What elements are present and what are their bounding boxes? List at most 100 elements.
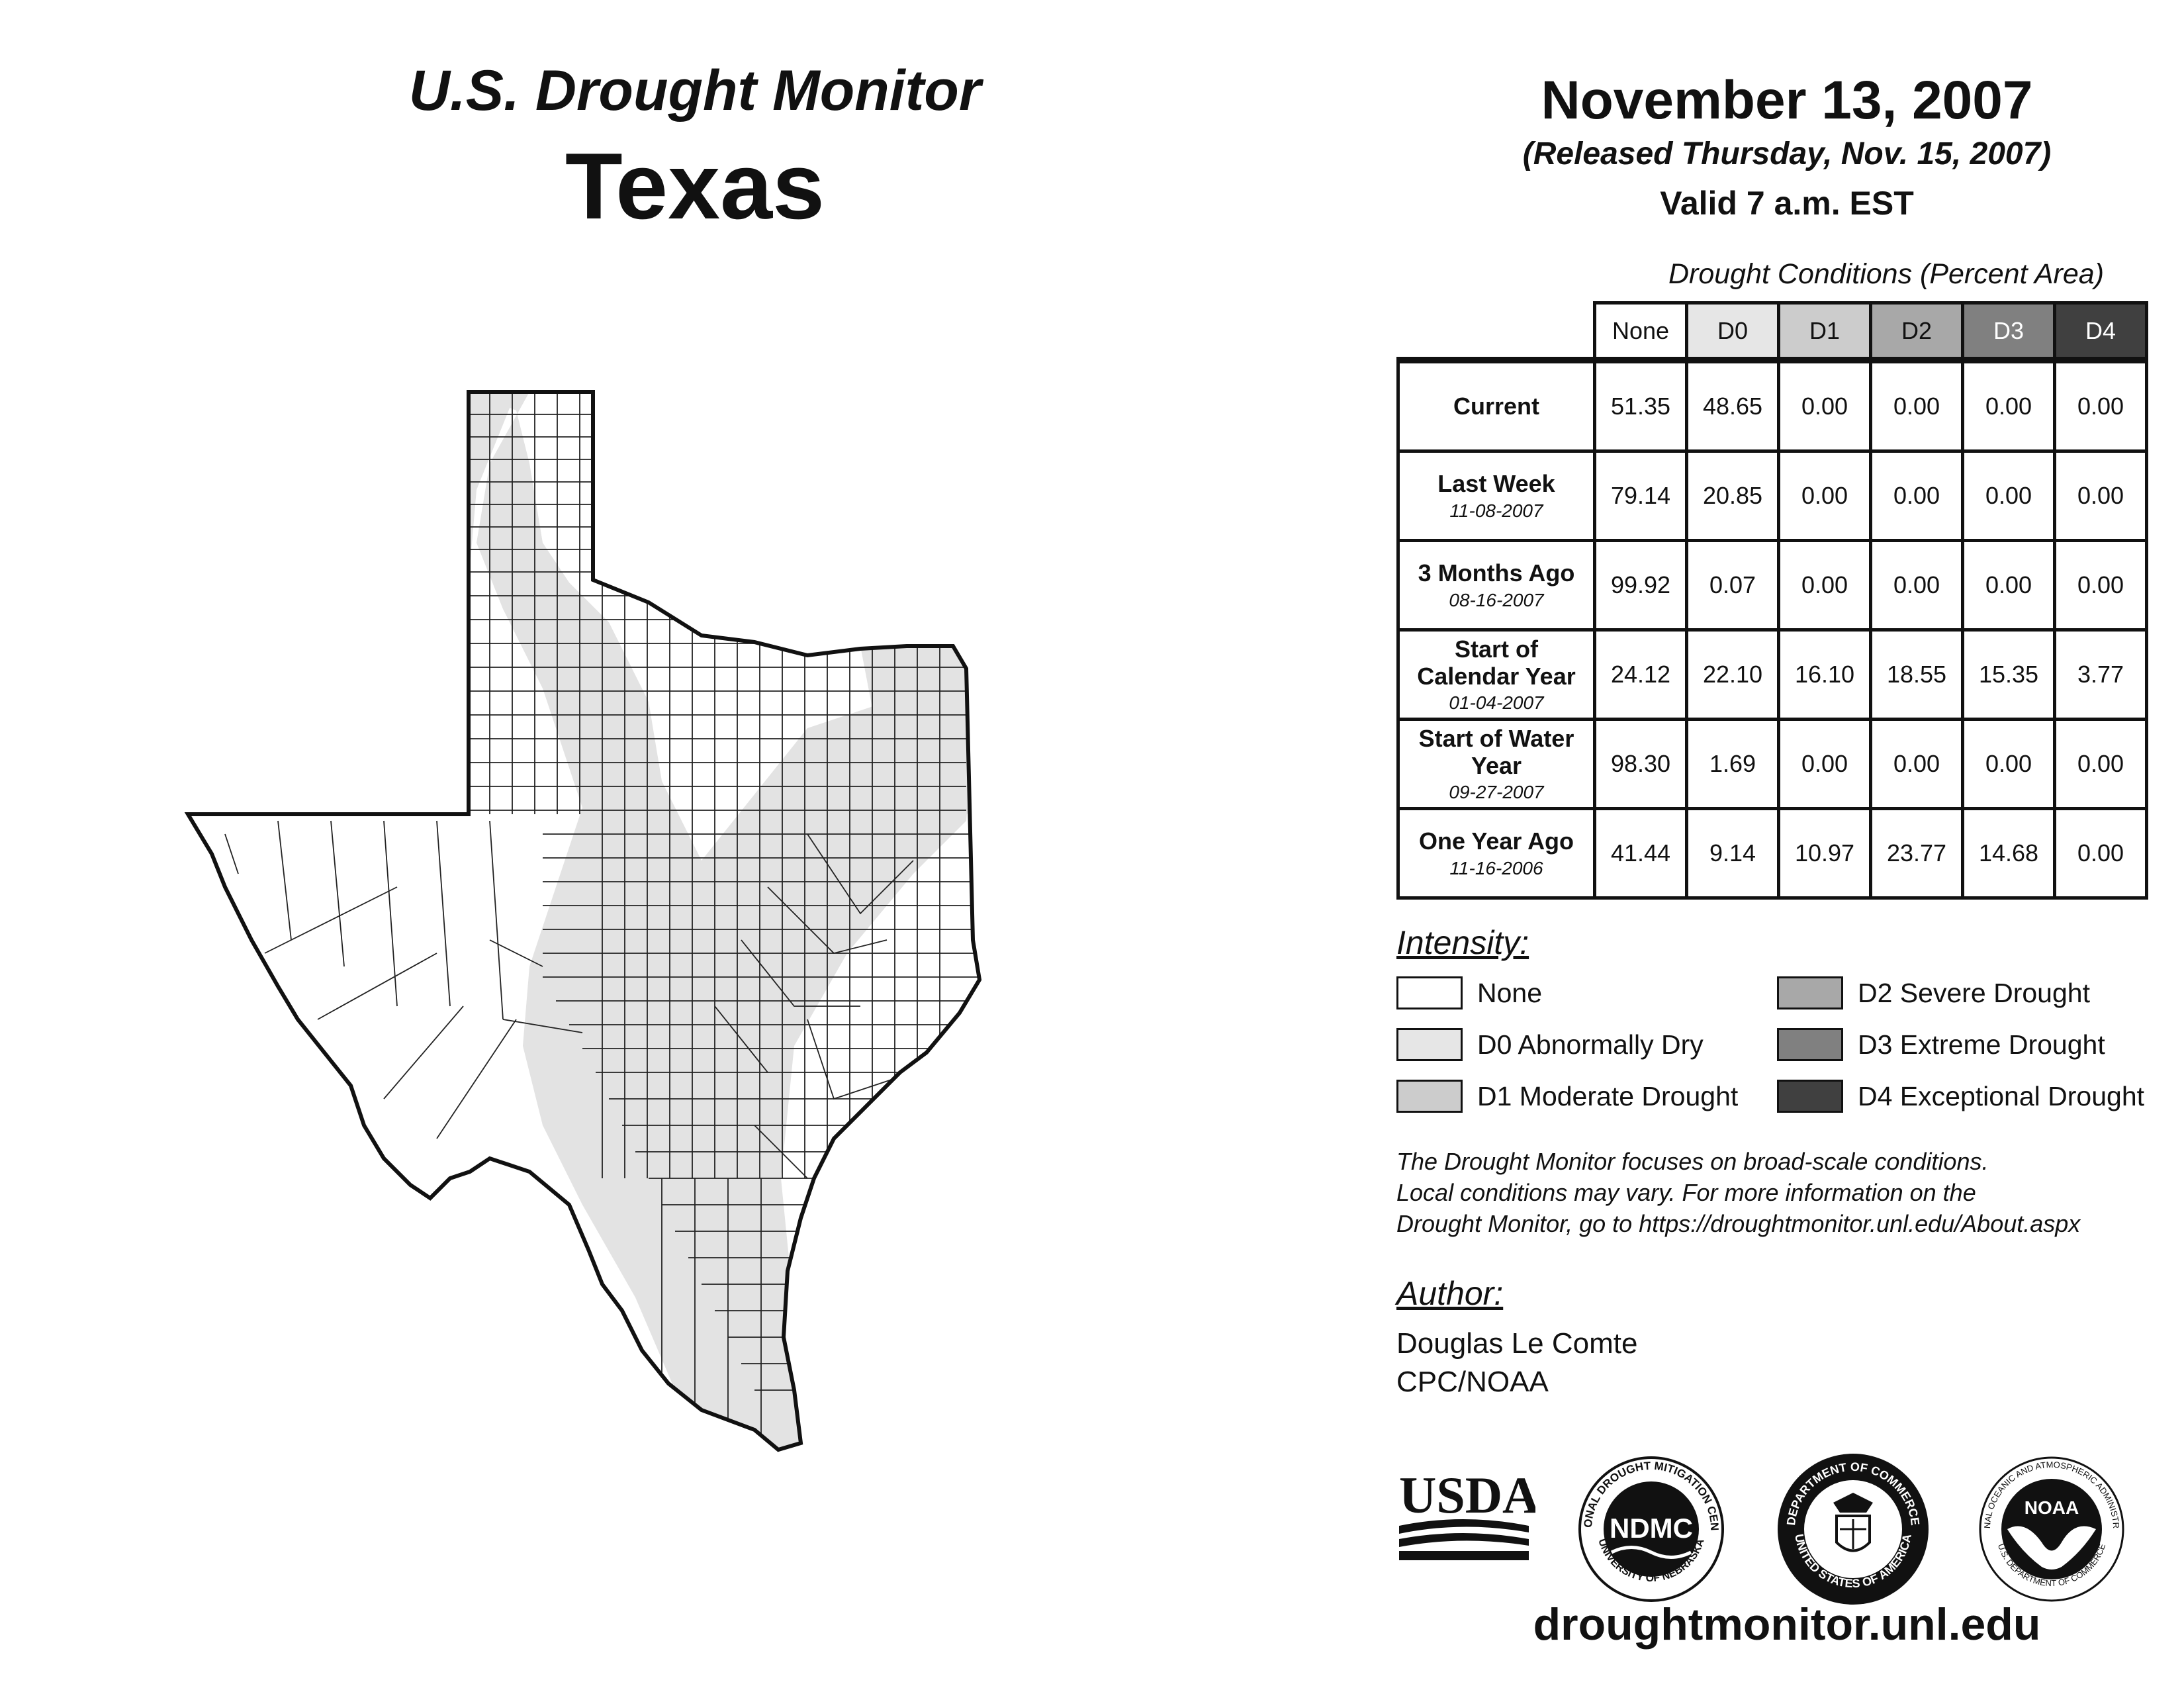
legend-label: None — [1477, 977, 1543, 1008]
table-cell: 0.00 — [1869, 449, 1964, 542]
table-row: Last Week 11-08-2007 79.14 20.85 0.00 0.0… — [1396, 449, 2148, 542]
legend-label: D0 Abnormally Dry — [1477, 1029, 1704, 1060]
col-header-d2: D2 — [1869, 301, 1964, 362]
map-date: November 13, 2007 — [1541, 70, 2033, 130]
row-date: 11-16-2006 — [1449, 857, 1543, 878]
table-cell: 0.00 — [1961, 357, 2056, 453]
usda-text: USDA — [1399, 1466, 1535, 1524]
legend-item: D2 Severe Drought — [1777, 976, 2090, 1009]
row-date: 11-08-2007 — [1449, 500, 1543, 521]
map-title: U.S. Drought Monitor — [408, 59, 981, 122]
noaa-text: NOAA — [2025, 1497, 2079, 1518]
legend-item: D4 Exceptional Drought — [1777, 1080, 2144, 1113]
table-cell: 0.00 — [1869, 718, 1964, 810]
legend-label: D2 Severe Drought — [1858, 977, 2090, 1008]
table-cell: 23.77 — [1869, 807, 1964, 900]
col-header-d1: D1 — [1777, 301, 1872, 362]
d0-areas — [469, 392, 979, 1450]
texas-drought-map — [184, 390, 982, 1452]
table-cell: 9.14 — [1685, 807, 1780, 900]
row-label: Start of Calendar Year 01-04-2007 — [1396, 628, 1596, 721]
table-cell: 0.07 — [1685, 539, 1780, 632]
legend-swatch — [1396, 1028, 1463, 1061]
release-date: (Released Thursday, Nov. 15, 2007) — [1522, 136, 2052, 171]
table-cell: 20.85 — [1685, 449, 1780, 542]
legend-title: Intensity: — [1396, 924, 1529, 961]
legend-swatch — [1396, 976, 1463, 1009]
table-cell: 48.65 — [1685, 357, 1780, 453]
table-cell: 0.00 — [1961, 539, 2056, 632]
legend-swatch — [1777, 976, 1843, 1009]
note-line: The Drought Monitor focuses on broad-sca… — [1396, 1148, 1989, 1175]
legend-item: D0 Abnormally Dry — [1396, 1028, 1704, 1061]
table-cell: 0.00 — [1961, 449, 2056, 542]
table-cell: 3.77 — [2053, 628, 2148, 721]
table-cell: 51.35 — [1593, 357, 1688, 453]
table-cell: 10.97 — [1777, 807, 1872, 900]
table-cell: 22.10 — [1685, 628, 1780, 721]
table-cell: 15.35 — [1961, 628, 2056, 721]
valid-time: Valid 7 a.m. EST — [1660, 185, 1914, 222]
row-label: Start of Water Year 09-27-2007 — [1396, 718, 1596, 810]
texas-outline — [184, 390, 982, 1452]
conditions-table: None D0 D1 D2 D3 D4 Current 51.35 48.65 … — [1396, 301, 2148, 900]
disclaimer-note: The Drought Monitor focuses on broad-sca… — [1396, 1147, 2184, 1239]
legend-label: D1 Moderate Drought — [1477, 1080, 1739, 1111]
col-header-d3: D3 — [1961, 301, 2056, 362]
legend-swatch — [1396, 1080, 1463, 1113]
legend-label: D3 Extreme Drought — [1858, 1029, 2105, 1060]
table-cell: 0.00 — [2053, 807, 2148, 900]
conditions-title: Drought Conditions (Percent Area) — [1668, 258, 2105, 290]
noaa-logo: NATIONAL OCEANIC AND ATMOSPHERIC ADMINIS… — [1976, 1453, 2124, 1602]
ndmc-text: NDMC — [1610, 1513, 1693, 1544]
table-cell: 0.00 — [1777, 357, 1872, 453]
col-header-d0: D0 — [1685, 301, 1780, 362]
ndmc-logo: NATIONAL DROUGHT MITIGATION CENTER UNIVE… — [1575, 1453, 1724, 1602]
legend-item: None — [1396, 976, 1542, 1009]
doc-seal-logo: DEPARTMENT OF COMMERCE UNITED STATES OF … — [1778, 1454, 1929, 1605]
table-cell: 14.68 — [1961, 807, 2056, 900]
table-row: One Year Ago 11-16-2006 41.44 9.14 10.97 … — [1396, 807, 2148, 900]
usda-logo: USDA — [1399, 1466, 1535, 1560]
legend-item: D1 Moderate Drought — [1396, 1080, 1738, 1113]
row-date: 09-27-2007 — [1449, 782, 1544, 803]
author-org: CPC/NOAA — [1396, 1366, 1549, 1398]
table-cell: 0.00 — [1961, 718, 2056, 810]
table-row: Start of Calendar Year 01-04-2007 24.12 2… — [1396, 628, 2148, 721]
table-cell: 0.00 — [2053, 539, 2148, 632]
row-label: Last Week 11-08-2007 — [1396, 449, 1596, 542]
author-name: Douglas Le Comte — [1396, 1327, 1638, 1360]
row-date: 08-16-2007 — [1449, 589, 1544, 610]
table-corner — [1398, 303, 1595, 361]
table-cell: 98.30 — [1593, 718, 1688, 810]
table-cell: 41.44 — [1593, 807, 1688, 900]
table-cell: 0.00 — [1777, 718, 1872, 810]
table-cell: 0.00 — [2053, 449, 2148, 542]
legend-item: D3 Extreme Drought — [1777, 1028, 2105, 1061]
table-cell: 24.12 — [1593, 628, 1688, 721]
table-cell: 99.92 — [1593, 539, 1688, 632]
row-date: 01-04-2007 — [1449, 692, 1544, 714]
website-url[interactable]: droughtmonitor.unl.edu — [1533, 1599, 2041, 1650]
table-cell: 0.00 — [1869, 539, 1964, 632]
table-cell: 0.00 — [2053, 357, 2148, 453]
row-label: 3 Months Ago 08-16-2007 — [1396, 539, 1596, 632]
state-name: Texas — [565, 134, 825, 239]
table-cell: 0.00 — [2053, 718, 2148, 810]
table-cell: 16.10 — [1777, 628, 1872, 721]
legend-label: D4 Exceptional Drought — [1858, 1080, 2145, 1111]
county-lines — [224, 392, 979, 1450]
table-cell: 0.00 — [1777, 539, 1872, 632]
table-row: 3 Months Ago 08-16-2007 99.92 0.07 0.00 0… — [1396, 539, 2148, 632]
col-header-d4: D4 — [2053, 301, 2148, 362]
table-cell: 0.00 — [1869, 357, 1964, 453]
row-label: Current — [1396, 357, 1596, 453]
table-cell: 1.69 — [1685, 718, 1780, 810]
table-row: Start of Water Year 09-27-2007 98.30 1.69… — [1396, 718, 2148, 810]
legend-swatch — [1777, 1080, 1843, 1113]
row-label: One Year Ago 11-16-2006 — [1396, 807, 1596, 900]
author-title: Author: — [1396, 1275, 1504, 1312]
table-cell: 18.55 — [1869, 628, 1964, 721]
table-cell: 79.14 — [1593, 449, 1688, 542]
col-header-none: None — [1593, 301, 1688, 362]
